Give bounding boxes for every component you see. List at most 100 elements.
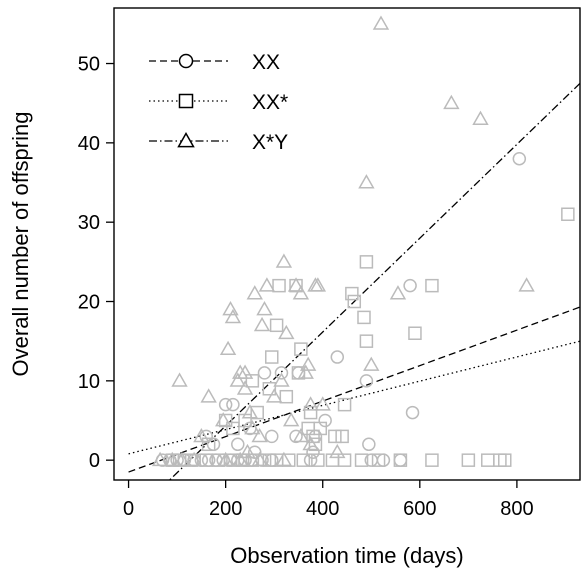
point-xstary — [232, 451, 249, 467]
point-xstary — [275, 451, 293, 467]
point-xx — [265, 429, 279, 444]
point-xx — [318, 413, 332, 428]
point-xstary — [251, 427, 268, 443]
point-xx — [405, 405, 420, 420]
point-xxstar — [294, 342, 308, 356]
point-xx — [199, 429, 213, 444]
point-xxstar — [308, 437, 323, 452]
point-xx — [303, 453, 318, 467]
point-xxstar — [359, 255, 374, 269]
point-xxstar — [282, 453, 296, 467]
point-xxstar — [357, 310, 371, 325]
point-xxstar — [313, 421, 328, 436]
legend-label-xxstar: XX* — [252, 91, 288, 114]
x-tick-label: 0 — [123, 498, 134, 520]
point-xxstar — [337, 453, 352, 467]
point-xstary — [229, 372, 246, 387]
point-xxstar — [311, 453, 325, 467]
point-xx — [330, 350, 345, 364]
point-xxstar — [393, 453, 408, 467]
point-xxstar — [262, 382, 277, 396]
point-xstary — [253, 316, 271, 332]
point-xstary — [171, 372, 188, 387]
point-xstary — [389, 285, 407, 300]
point-xstary — [224, 308, 242, 324]
point-xx — [393, 453, 408, 467]
point-xstary — [217, 451, 234, 467]
x-axis: 0 200 400 600 800 — [123, 480, 534, 520]
point-xstary — [275, 253, 293, 268]
point-xstary — [215, 412, 232, 427]
y-tick-label: 30 — [78, 212, 100, 234]
point-xxstar — [245, 374, 260, 388]
point-xstary — [314, 396, 331, 411]
point-xx — [362, 437, 376, 452]
point-xstary — [251, 451, 268, 467]
point-xstary — [443, 94, 460, 110]
point-xstary — [244, 420, 261, 435]
point-xxstar — [296, 453, 311, 467]
point-xstary — [292, 427, 310, 443]
point-xxstar — [561, 207, 575, 222]
x-tick-label: 800 — [500, 498, 533, 520]
point-xxstar — [201, 437, 216, 452]
point-xstary — [273, 372, 290, 387]
point-xstary — [292, 285, 310, 300]
point-xx — [257, 366, 272, 380]
point-xxstar — [211, 453, 226, 467]
point-xstary — [358, 174, 375, 189]
point-xxstar — [265, 350, 279, 364]
point-xx — [306, 445, 320, 459]
point-xx — [289, 429, 303, 444]
x-tick-label: 600 — [403, 498, 436, 520]
point-xstary — [372, 15, 390, 30]
point-xstary — [307, 277, 324, 292]
point-xstary — [329, 443, 346, 459]
point-xstary — [309, 277, 327, 292]
point-xstary — [363, 356, 380, 371]
point-xstary — [236, 364, 254, 379]
point-xxstar — [226, 453, 240, 467]
point-xxstar — [272, 278, 286, 293]
point-xxstar — [345, 286, 359, 301]
legend: XX XX* X*Y — [149, 51, 288, 154]
point-xstary — [185, 451, 203, 467]
x-tick-label: 400 — [306, 498, 339, 520]
point-xstary — [472, 110, 489, 125]
y-tick-label: 0 — [89, 450, 100, 472]
y-tick-label: 10 — [78, 371, 100, 393]
point-xxstar — [461, 453, 476, 467]
point-xstary — [302, 396, 319, 411]
data-points — [151, 15, 575, 467]
x-tick-label: 200 — [209, 498, 242, 520]
point-xstary — [302, 435, 319, 451]
legend-label-xstary: X*Y — [252, 131, 288, 154]
point-xx — [512, 151, 527, 166]
point-xxstar — [359, 334, 374, 348]
point-xstary — [299, 356, 317, 371]
point-xxstar — [337, 397, 352, 412]
point-xstary — [151, 451, 169, 467]
point-xx — [218, 397, 233, 412]
point-xxstar — [498, 453, 512, 467]
point-xxstar — [250, 405, 264, 420]
point-xstary — [297, 364, 314, 379]
point-xx — [231, 437, 245, 452]
point-xxstar — [279, 389, 294, 404]
y-tick-label: 40 — [78, 133, 100, 155]
point-xstary — [287, 277, 305, 292]
point-xx — [226, 397, 240, 412]
point-xxstar — [291, 366, 306, 380]
point-xxstar — [328, 429, 342, 444]
point-xxstar — [481, 453, 495, 467]
legend-marker-xx — [178, 53, 194, 69]
point-xxstar — [354, 453, 369, 467]
point-xx — [376, 453, 391, 467]
point-xxstar — [335, 429, 349, 444]
point-xxstar — [425, 453, 439, 467]
point-xstary — [173, 451, 191, 467]
y-axis-label: Overall number of offspring — [8, 112, 33, 377]
point-xstary — [232, 364, 249, 379]
fit-line-xx — [128, 306, 580, 473]
point-xxstar — [303, 405, 318, 420]
